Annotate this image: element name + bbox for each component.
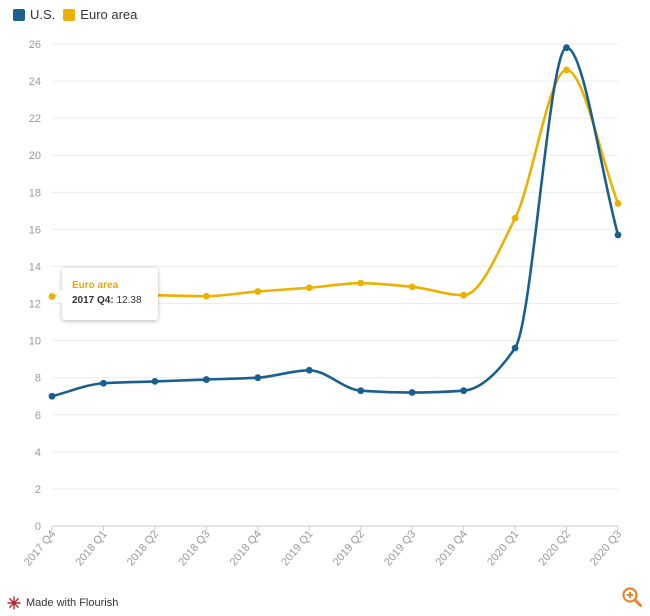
data-point-us — [48, 392, 56, 400]
tooltip-value: 12.38 — [116, 295, 142, 306]
data-point-euro-area — [254, 288, 262, 295]
flourish-logo-icon — [7, 596, 21, 610]
x-tick-label: 2018 Q3 — [176, 528, 212, 568]
y-tick-label: 4 — [35, 447, 41, 459]
y-tick-label: 2 — [35, 484, 41, 496]
data-point-us — [305, 366, 313, 374]
x-tick-label: 2019 Q2 — [331, 528, 367, 568]
x-tick-label: 2018 Q4 — [228, 528, 264, 568]
data-point-us — [100, 379, 107, 387]
legend-label-us: U.S. — [30, 7, 56, 22]
legend-label-euro-area: Euro area — [80, 7, 138, 22]
x-tick-label: 2019 Q3 — [382, 528, 418, 568]
data-point-us — [460, 387, 468, 395]
data-point-euro-area — [511, 214, 519, 222]
x-tick-label: 2018 Q2 — [125, 528, 161, 568]
y-tick-label: 6 — [35, 410, 41, 422]
tooltip-label: 2017 Q4: — [72, 295, 114, 306]
y-tick-label: 24 — [29, 76, 41, 88]
data-point-euro-area — [614, 200, 622, 207]
data-point-us — [357, 387, 365, 395]
zoom-in-icon[interactable] — [621, 586, 643, 608]
series-line-us — [50, 46, 620, 398]
tooltip-title: Euro area — [72, 280, 119, 291]
data-point-us — [254, 374, 262, 382]
series-line-euro-area — [50, 68, 620, 298]
y-tick-label: 20 — [29, 150, 41, 162]
y-tick-label: 22 — [29, 113, 41, 125]
legend-item-euro-area[interactable]: Euro area — [63, 7, 137, 22]
legend: U.S. Euro area — [13, 7, 145, 22]
made-with-flourish-link[interactable]: Made with Flourish — [7, 596, 118, 610]
legend-swatch-us — [13, 8, 25, 21]
legend-swatch-euro-area — [63, 8, 76, 21]
x-tick-label: 2020 Q2 — [537, 528, 573, 568]
y-tick-label: 0 — [35, 521, 41, 533]
tooltip-line: 2017 Q4: 12.38 — [72, 295, 142, 306]
footer-text: Made with Flourish — [26, 597, 119, 609]
data-point-us — [151, 378, 159, 385]
y-tick-label: 10 — [29, 336, 41, 348]
data-point-us — [202, 376, 210, 383]
tooltip: Euro area 2017 Q4: 12.38 — [55, 268, 158, 320]
data-point-euro-area — [460, 291, 468, 299]
y-tick-label: 16 — [29, 224, 41, 236]
x-tick-label: 2019 Q4 — [434, 528, 470, 568]
y-tick-label: 14 — [29, 261, 41, 273]
data-point-euro-area — [305, 284, 313, 292]
data-point-us — [408, 389, 416, 396]
data-point-us — [511, 344, 519, 352]
x-tick-label: 2020 Q1 — [485, 528, 521, 568]
data-point-euro-area — [202, 292, 210, 300]
x-tick-label: 2020 Q3 — [588, 528, 624, 568]
data-point-euro-area — [563, 66, 570, 74]
y-tick-label: 8 — [35, 373, 41, 385]
legend-item-us[interactable]: U.S. — [13, 7, 55, 22]
data-point-euro-area — [48, 293, 56, 300]
x-tick-label: 2018 Q1 — [73, 528, 109, 568]
data-point-euro-area — [357, 279, 365, 287]
data-point-us — [563, 44, 570, 52]
y-tick-label: 18 — [29, 187, 41, 199]
x-tick-label: 2017 Q4 — [22, 528, 58, 568]
data-point-euro-area — [408, 283, 416, 291]
y-tick-label: 12 — [29, 299, 41, 311]
data-point-us — [614, 231, 622, 239]
y-tick-label: 26 — [29, 39, 41, 51]
x-tick-label: 2019 Q1 — [279, 528, 315, 568]
